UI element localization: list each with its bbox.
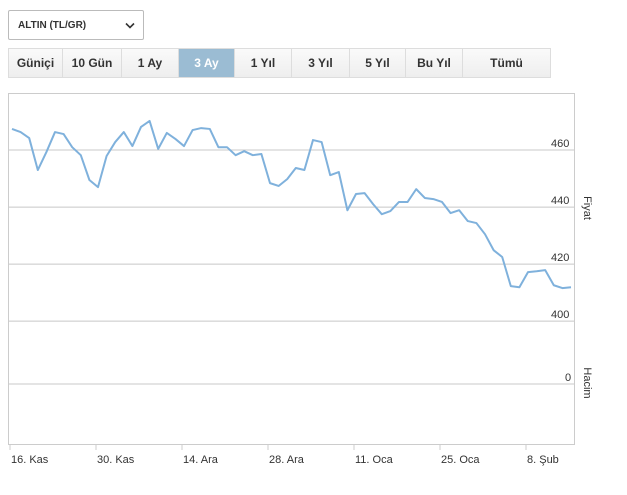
- x-tick-label: 30. Kas: [97, 454, 135, 466]
- period-tabs: Güniçi 10 Gün 1 Ay 3 Ay 1 Yıl 3 Yıl 5 Yıl Bu Yı…: [8, 48, 551, 78]
- x-tick-label: 11. Oca: [355, 454, 394, 466]
- period-tab[interactable]: 1 Ay: [122, 49, 179, 77]
- period-tab[interactable]: Bu Yıl: [406, 49, 463, 77]
- x-tick-label: 25. Oca: [441, 454, 480, 466]
- period-tab[interactable]: 1 Yıl: [235, 49, 292, 77]
- x-tick-label: 8. Şub: [527, 454, 559, 466]
- y-tick-label: 400: [551, 309, 569, 321]
- period-tab[interactable]: Güniçi: [9, 49, 63, 77]
- period-tab[interactable]: 5 Yıl: [350, 49, 406, 77]
- instrument-select[interactable]: ALTIN (TL/GR): [8, 10, 144, 40]
- chevron-icon: [125, 22, 135, 29]
- y-tick-label: 460: [551, 138, 569, 150]
- period-tab[interactable]: 3 Yıl: [292, 49, 350, 77]
- period-tab[interactable]: 10 Gün: [63, 49, 122, 77]
- y2-tick-label: 0: [565, 372, 571, 384]
- period-tab[interactable]: 3 Ay: [179, 49, 235, 77]
- y-axis-title: Fiyat: [581, 196, 593, 220]
- x-tick-label: 16. Kas: [11, 454, 49, 466]
- y-tick-label: 440: [551, 195, 569, 207]
- y2-axis-title: Hacim: [581, 367, 593, 398]
- instrument-select-label: ALTIN (TL/GR): [18, 20, 87, 31]
- chart-frame: [8, 93, 575, 445]
- period-tab[interactable]: Tümü: [490, 56, 523, 70]
- y-tick-label: 420: [551, 252, 569, 264]
- x-tick-label: 14. Ara: [183, 454, 219, 466]
- x-tick-label: 28. Ara: [269, 454, 305, 466]
- price-line: [11, 119, 572, 290]
